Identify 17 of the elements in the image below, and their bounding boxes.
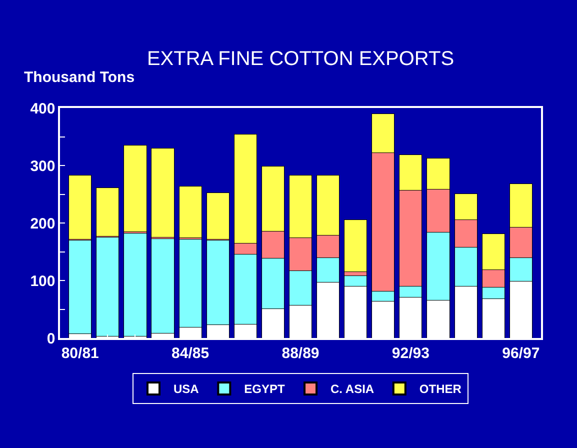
y-tick-label: 400 <box>30 100 56 118</box>
y-tick-label: 100 <box>30 272 56 290</box>
legend-label: EGYPT <box>244 382 286 396</box>
x-tick-label: 92/93 <box>392 344 430 362</box>
legend-label: USA <box>174 382 200 396</box>
x-tick-label: 80/81 <box>61 344 99 362</box>
y-tick-label: 200 <box>30 215 56 232</box>
x-tick-label: 88/89 <box>282 344 320 362</box>
y-axis-title: Thousand Tons <box>24 69 135 86</box>
y-tick-label: 300 <box>30 158 56 175</box>
x-tick-label: 84/85 <box>172 344 210 362</box>
bar <box>344 219 368 272</box>
y-tick-label: 0 <box>46 330 56 348</box>
legend-label: C. ASIA <box>330 382 374 396</box>
x-tick-label: 96/97 <box>502 344 540 362</box>
chart-title: EXTRA FINE COTTON EXPORTS <box>146 48 454 70</box>
legend-label: OTHER <box>419 382 462 396</box>
